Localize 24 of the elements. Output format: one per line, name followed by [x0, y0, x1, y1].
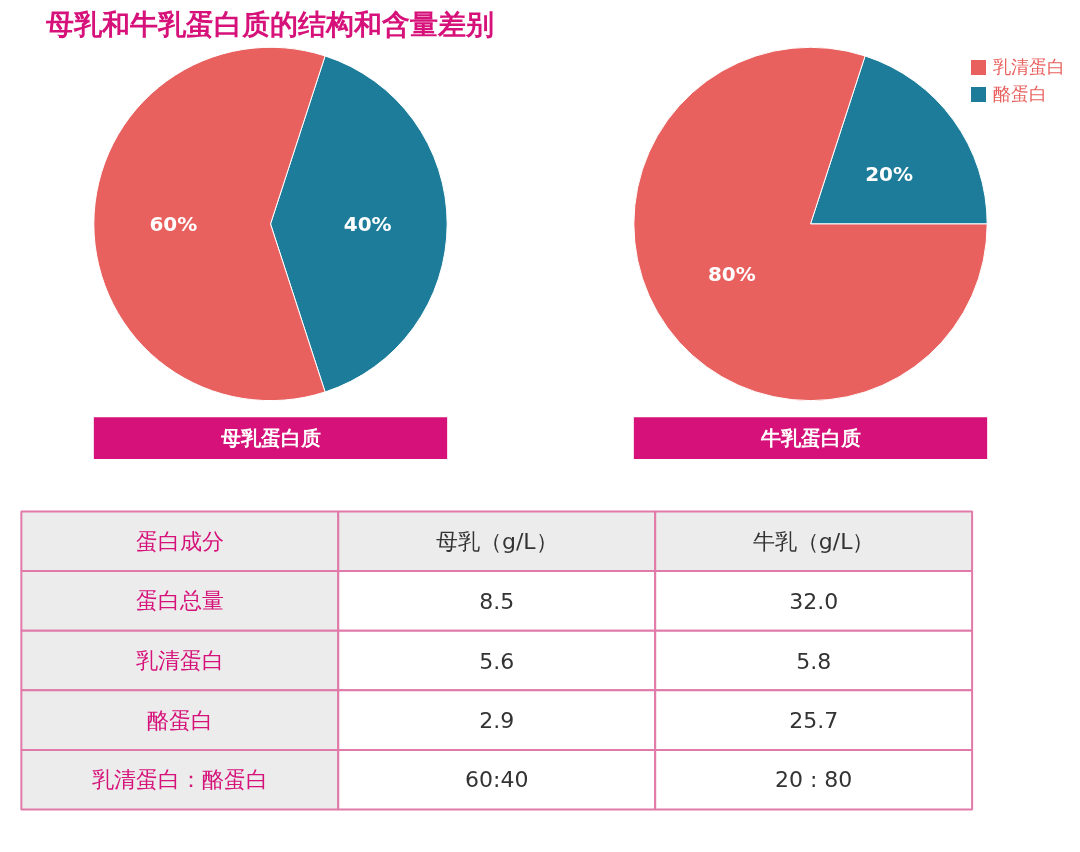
data-label: 40%	[343, 211, 392, 236]
text: 母乳蛋白质	[219, 426, 321, 451]
text: 8.5	[479, 588, 515, 614]
data-label: 80%	[707, 262, 756, 287]
legend-label: 乳清蛋白	[993, 55, 1065, 79]
text: 32.0	[789, 588, 839, 614]
text: 60:40	[465, 767, 529, 793]
text: 牛乳蛋白质	[759, 426, 861, 451]
text: 蛋白成分	[135, 528, 224, 554]
data-label: 20%	[865, 161, 914, 186]
text: 5.6	[479, 648, 515, 674]
text: 牛乳（g/L）	[752, 528, 875, 554]
chart-title: 母乳和牛乳蛋白质的结构和含量差别	[44, 7, 494, 41]
text: 5.8	[796, 648, 832, 674]
text: 乳清蛋白：酪蛋白	[91, 767, 268, 793]
text: 酪蛋白	[146, 707, 213, 733]
text: 乳清蛋白	[135, 648, 224, 673]
text: 蛋白总量	[135, 588, 224, 614]
text: 25.7	[789, 708, 839, 734]
legend-label: 酪蛋白	[993, 82, 1047, 106]
data-label: 60%	[149, 211, 198, 236]
text: 2.9	[479, 708, 515, 734]
text: 母乳（g/L）	[435, 528, 558, 554]
text: 20 : 80	[774, 767, 853, 793]
